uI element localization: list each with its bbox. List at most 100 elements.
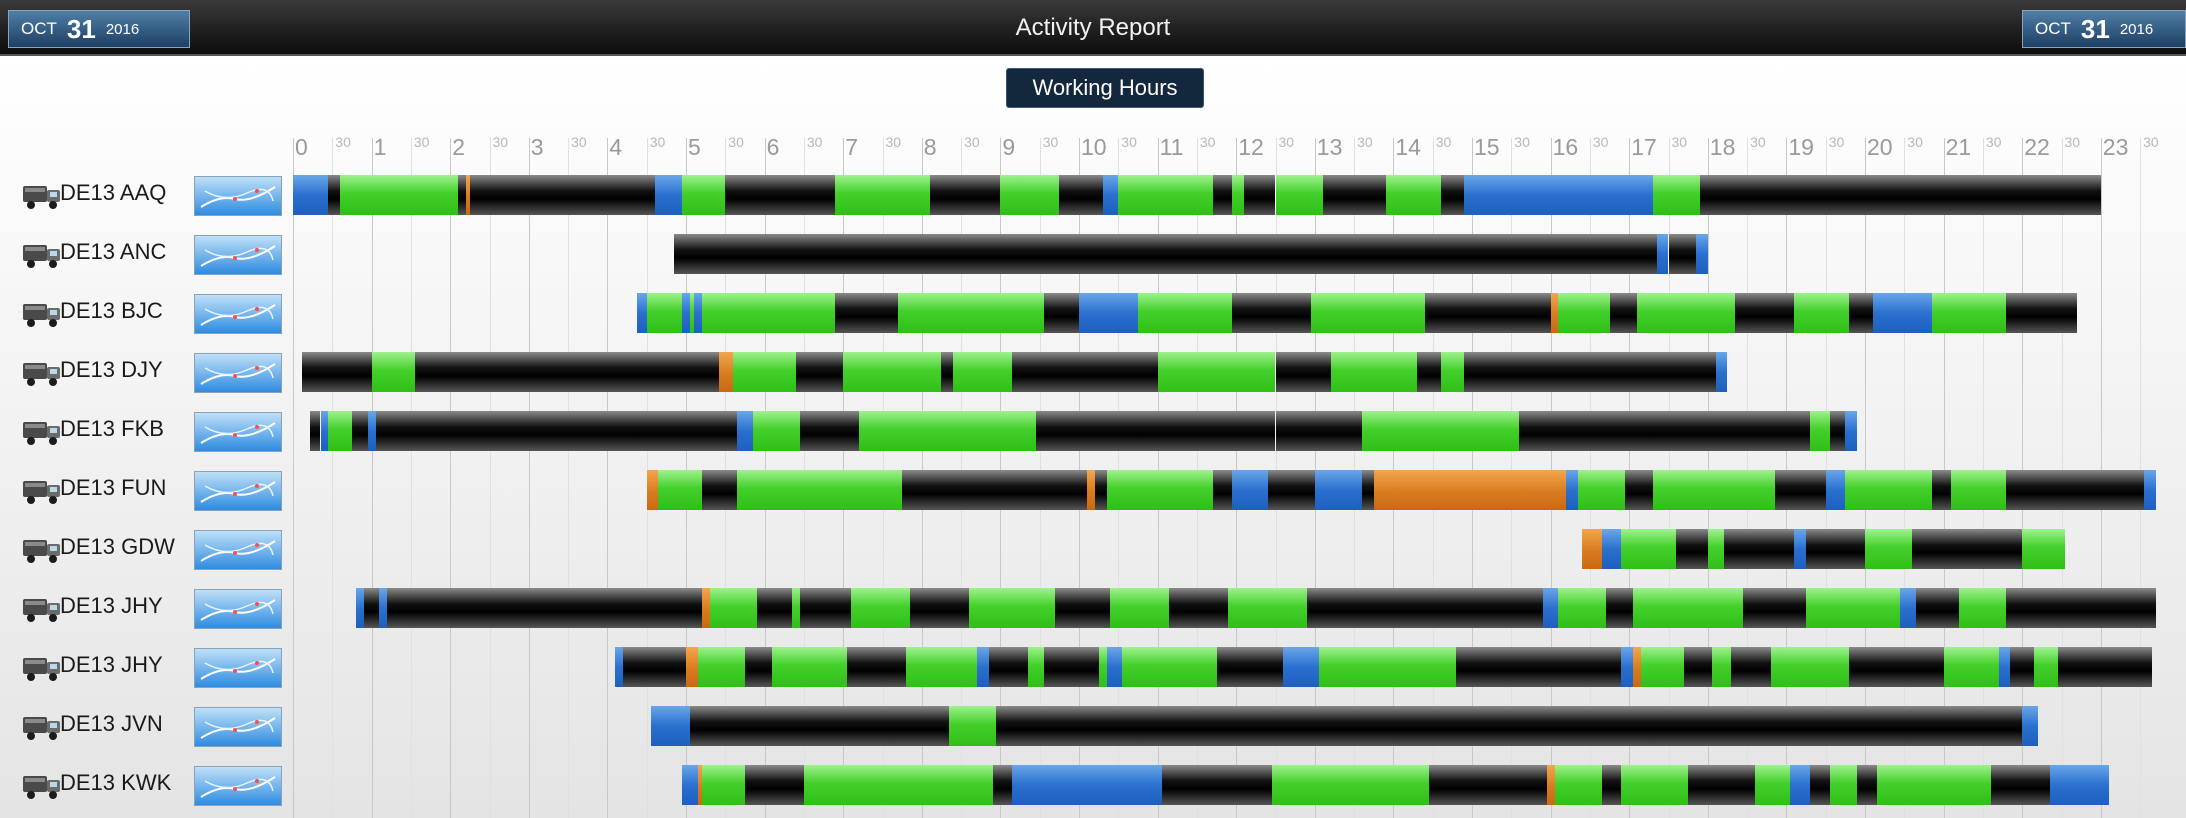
activity-segment-green[interactable] xyxy=(1122,647,1217,687)
activity-segment-blue[interactable] xyxy=(1872,293,1932,333)
activity-segment-green[interactable] xyxy=(792,588,800,628)
activity-segment-black[interactable] xyxy=(799,411,859,451)
activity-segment-black[interactable] xyxy=(2010,647,2034,687)
activity-segment-black[interactable] xyxy=(1416,352,1441,392)
activity-segment-green[interactable] xyxy=(1578,470,1626,510)
activity-segment-green[interactable] xyxy=(1118,175,1213,215)
route-map-thumbnail[interactable] xyxy=(194,235,282,275)
activity-segment-black[interactable] xyxy=(701,470,738,510)
activity-segment-orange[interactable] xyxy=(686,647,698,687)
activity-segment-black[interactable] xyxy=(1428,765,1547,805)
activity-segment-green[interactable] xyxy=(752,411,800,451)
activity-segment-green[interactable] xyxy=(689,293,694,333)
activity-segment-green[interactable] xyxy=(328,411,352,451)
activity-segment-black[interactable] xyxy=(1849,293,1873,333)
activity-segment-blue[interactable] xyxy=(693,293,702,333)
activity-segment-blue[interactable] xyxy=(1715,352,1728,392)
route-map-thumbnail[interactable] xyxy=(194,353,282,393)
activity-segment-orange[interactable] xyxy=(646,470,659,510)
activity-segment-green[interactable] xyxy=(1228,588,1307,628)
activity-segment-orange[interactable] xyxy=(1086,470,1095,510)
date-right-button[interactable]: OCT 31 2016 xyxy=(2022,10,2186,48)
activity-segment-black[interactable] xyxy=(941,352,954,392)
activity-segment-green[interactable] xyxy=(1931,293,2007,333)
activity-segment-orange[interactable] xyxy=(1582,529,1602,569)
activity-segment-green[interactable] xyxy=(1876,765,1991,805)
activity-segment-green[interactable] xyxy=(858,411,1036,451)
activity-segment-green[interactable] xyxy=(733,352,797,392)
activity-segment-green[interactable] xyxy=(803,765,993,805)
activity-segment-green[interactable] xyxy=(1110,588,1170,628)
activity-segment-blue[interactable] xyxy=(2049,765,2109,805)
activity-segment-green[interactable] xyxy=(1951,470,2007,510)
activity-segment-green[interactable] xyxy=(1318,647,1457,687)
activity-segment-blue[interactable] xyxy=(976,647,989,687)
activity-segment-blue[interactable] xyxy=(1102,175,1119,215)
activity-segment-green[interactable] xyxy=(1633,588,1744,628)
activity-segment-black[interactable] xyxy=(1857,765,1877,805)
activity-segment-orange[interactable] xyxy=(465,175,470,215)
activity-segment-green[interactable] xyxy=(1361,411,1520,451)
activity-segment-green[interactable] xyxy=(1711,647,1732,687)
activity-segment-blue[interactable] xyxy=(293,175,329,215)
activity-segment-black[interactable] xyxy=(1699,175,2101,215)
activity-segment-green[interactable] xyxy=(1845,470,1932,510)
activity-segment-black[interactable] xyxy=(1267,470,1315,510)
activity-segment-black[interactable] xyxy=(1012,352,1158,392)
activity-segment-green[interactable] xyxy=(1652,175,1700,215)
activity-segment-black[interactable] xyxy=(2006,588,2156,628)
activity-segment-green[interactable] xyxy=(1558,293,1610,333)
activity-segment-blue[interactable] xyxy=(1232,470,1268,510)
activity-segment-blue[interactable] xyxy=(682,293,690,333)
activity-segment-green[interactable] xyxy=(658,470,702,510)
activity-segment-black[interactable] xyxy=(1212,175,1233,215)
activity-segment-black[interactable] xyxy=(725,175,836,215)
activity-segment-green[interactable] xyxy=(1640,647,1685,687)
activity-segment-green[interactable] xyxy=(1637,293,1736,333)
activity-segment-blue[interactable] xyxy=(355,588,364,628)
route-map-thumbnail[interactable] xyxy=(194,412,282,452)
activity-segment-black[interactable] xyxy=(1306,588,1543,628)
route-map-thumbnail[interactable] xyxy=(194,648,282,688)
activity-segment-orange[interactable] xyxy=(1550,293,1559,333)
activity-segment-blue[interactable] xyxy=(1283,647,1319,687)
activity-segment-black[interactable] xyxy=(328,175,341,215)
activity-segment-black[interactable] xyxy=(1601,765,1622,805)
activity-segment-black[interactable] xyxy=(674,234,1657,274)
activity-segment-blue[interactable] xyxy=(1790,765,1810,805)
activity-segment-black[interactable] xyxy=(2006,293,2078,333)
activity-segment-blue[interactable] xyxy=(1314,470,1362,510)
activity-segment-green[interactable] xyxy=(1707,529,1724,569)
activity-segment-green[interactable] xyxy=(1157,352,1276,392)
activity-segment-black[interactable] xyxy=(1743,588,1807,628)
activity-segment-green[interactable] xyxy=(835,175,879,215)
activity-segment-blue[interactable] xyxy=(1082,765,1162,805)
activity-segment-black[interactable] xyxy=(375,411,738,451)
activity-segment-green[interactable] xyxy=(709,588,757,628)
activity-segment-green[interactable] xyxy=(2022,529,2066,569)
activity-segment-black[interactable] xyxy=(1361,470,1374,510)
activity-segment-black[interactable] xyxy=(1676,529,1708,569)
activity-segment-green[interactable] xyxy=(1806,588,1901,628)
activity-segment-blue[interactable] xyxy=(615,647,624,687)
activity-segment-orange[interactable] xyxy=(1373,470,1567,510)
activity-segment-black[interactable] xyxy=(796,352,844,392)
activity-segment-black[interactable] xyxy=(1275,411,1362,451)
activity-segment-orange[interactable] xyxy=(697,765,702,805)
activity-segment-green[interactable] xyxy=(1959,588,2007,628)
activity-segment-blue[interactable] xyxy=(1542,588,1559,628)
activity-segment-blue[interactable] xyxy=(654,175,683,215)
activity-segment-black[interactable] xyxy=(992,765,1013,805)
activity-segment-black[interactable] xyxy=(1464,352,1716,392)
route-map-thumbnail[interactable] xyxy=(194,294,282,334)
activity-segment-black[interactable] xyxy=(1519,411,1810,451)
activity-segment-black[interactable] xyxy=(1094,470,1107,510)
activity-segment-black[interactable] xyxy=(1731,647,1771,687)
route-map-thumbnail[interactable] xyxy=(194,530,282,570)
activity-segment-green[interactable] xyxy=(1621,529,1677,569)
activity-segment-blue[interactable] xyxy=(320,411,329,451)
activity-segment-black[interactable] xyxy=(1916,588,1960,628)
activity-segment-green[interactable] xyxy=(1943,647,1999,687)
activity-segment-green[interactable] xyxy=(1137,293,1233,333)
activity-segment-green[interactable] xyxy=(701,765,745,805)
